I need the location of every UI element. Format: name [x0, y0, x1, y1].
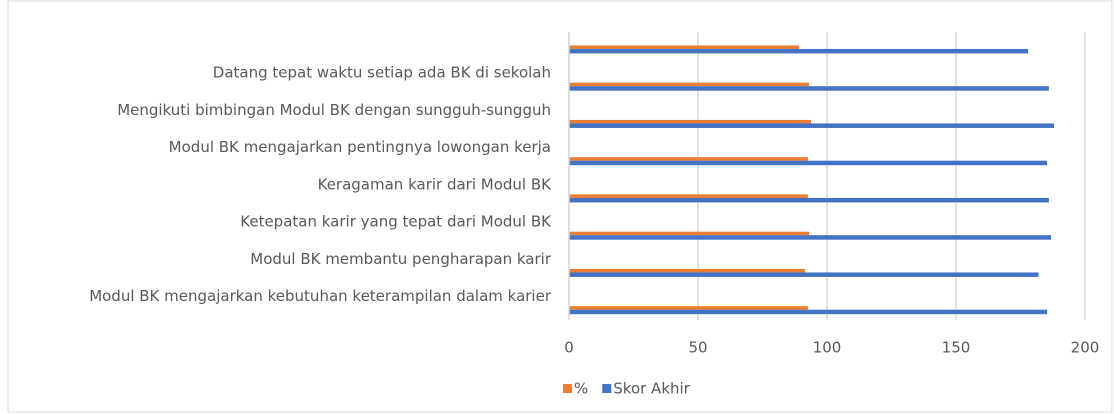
y-tick-label: Modul BK mengajarkan pentingnya lowongan…: [169, 138, 551, 156]
x-tick-label: 100: [813, 339, 842, 357]
x-tick-label: 200: [1071, 339, 1100, 357]
chart-frame: [7, 0, 1113, 413]
bar: [569, 231, 809, 236]
y-tick-label: Modul BK mengajarkan kebutuhan keterampi…: [89, 287, 552, 305]
legend-swatch: [563, 384, 572, 393]
bar: [569, 309, 1048, 315]
y-tick-label: Datang tepat waktu setiap ada BK di seko…: [213, 64, 551, 82]
bar: [569, 272, 1039, 277]
x-tick-label: 50: [688, 339, 707, 357]
bar: [569, 45, 799, 49]
y-tick-label: Keragaman karir dari Modul BK: [318, 175, 553, 193]
bar: [569, 119, 812, 124]
legend-label: %: [574, 380, 588, 398]
bar: [569, 157, 808, 161]
bar: [569, 268, 806, 273]
bar: [569, 306, 808, 310]
bar: [569, 86, 1049, 91]
bar: [569, 197, 1049, 203]
bar: [569, 160, 1048, 166]
legend-swatch: [602, 384, 612, 393]
x-tick-label: 150: [942, 339, 971, 357]
x-tick-label: 0: [564, 339, 574, 357]
bar: [569, 235, 1051, 240]
bar: [569, 123, 1055, 128]
y-tick-label: Modul BK membantu pengharapan karir: [250, 250, 552, 268]
bar: [569, 194, 808, 198]
y-tick-label: Mengikuti bimbingan Modul BK dengan sung…: [117, 101, 551, 119]
bar: [569, 82, 809, 87]
legend-label: Skor Akhir: [613, 380, 690, 398]
y-tick-label: Ketepatan karir yang tepat dari Modul BK: [240, 213, 552, 231]
bar: [569, 48, 1028, 54]
